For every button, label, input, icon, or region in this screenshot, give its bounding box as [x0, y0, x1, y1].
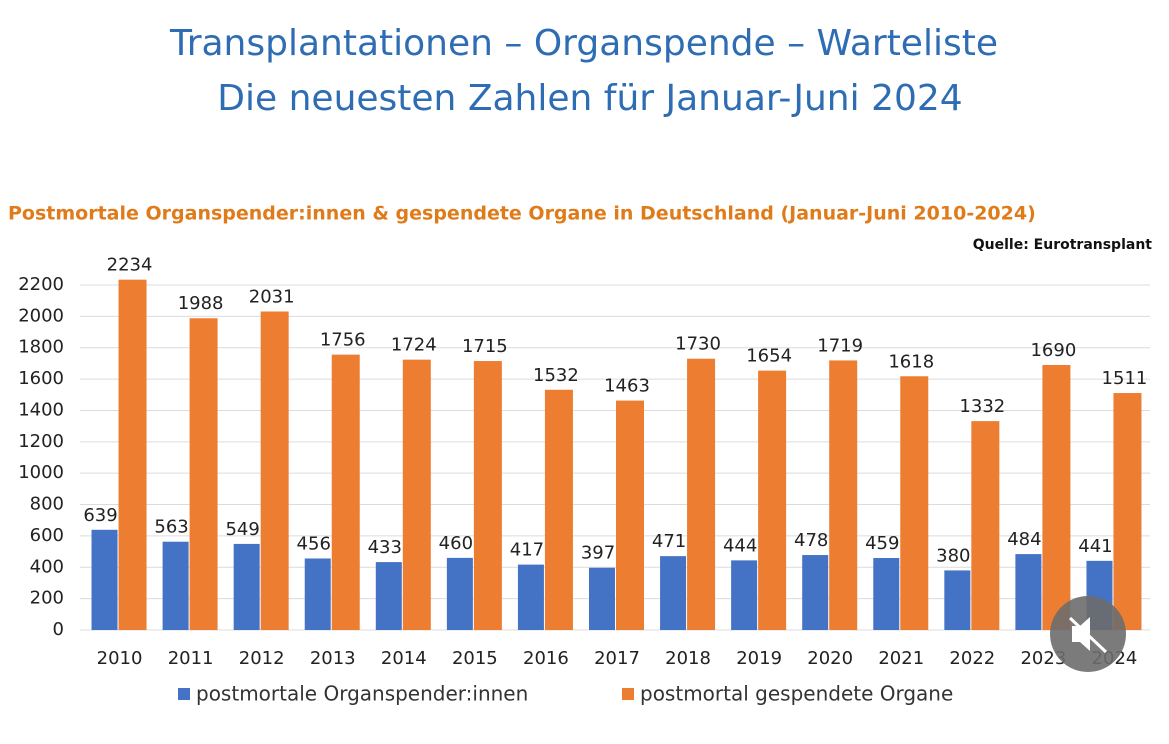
- bar: [473, 361, 502, 630]
- bar: [1015, 554, 1042, 630]
- bar: [873, 558, 900, 630]
- bar: [1042, 364, 1071, 630]
- data-label: 1618: [888, 351, 934, 372]
- data-label: 471: [652, 531, 686, 552]
- data-label: 1988: [178, 293, 224, 314]
- bar: [616, 400, 644, 630]
- data-label: 1730: [675, 334, 721, 355]
- bar: [233, 543, 260, 630]
- data-label: 1715: [462, 336, 508, 357]
- y-tick-label: 1000: [18, 462, 64, 483]
- bar: [331, 354, 360, 630]
- data-label: 397: [581, 543, 615, 564]
- page-subtitle: Die neuesten Zahlen für Januar-Juni 2024: [217, 78, 962, 119]
- bar: [731, 560, 758, 630]
- x-tick-label: 2011: [168, 648, 214, 669]
- data-label: 433: [368, 537, 402, 558]
- bar: [304, 558, 331, 630]
- y-tick-label: 2200: [18, 274, 64, 295]
- x-tick-label: 2017: [594, 648, 640, 669]
- data-label: 549: [225, 519, 259, 540]
- data-label: 1654: [746, 346, 792, 367]
- y-tick-label: 1200: [18, 431, 64, 452]
- chart-title: Postmortale Organspender:innen & gespend…: [8, 203, 1036, 225]
- data-label: 1756: [320, 330, 366, 351]
- x-tick-label: 2016: [523, 648, 569, 669]
- data-label: 2234: [107, 255, 153, 276]
- data-label: 441: [1078, 536, 1112, 557]
- x-tick-label: 2010: [97, 648, 143, 669]
- data-label: 484: [1007, 529, 1041, 550]
- data-label: 563: [154, 517, 188, 538]
- y-tick-label: 1400: [18, 399, 64, 420]
- bar: [971, 421, 1000, 630]
- data-label: 1463: [604, 376, 650, 397]
- legend-label: postmortal gespendete Organe: [640, 682, 953, 706]
- y-tick-label: 2000: [18, 305, 64, 326]
- bar: [375, 562, 402, 630]
- bar: [589, 567, 615, 630]
- bar: [446, 557, 473, 630]
- legend-swatch: [178, 688, 190, 700]
- bar: [687, 358, 716, 630]
- bar: [829, 360, 858, 630]
- y-tick-label: 600: [30, 525, 64, 546]
- mute-slash: [1068, 616, 1108, 654]
- y-tick-label: 200: [30, 588, 64, 609]
- page-title: Transplantationen – Organspende – Wartel…: [169, 23, 998, 64]
- y-tick-label: 0: [53, 619, 64, 640]
- data-label: 2031: [249, 287, 295, 308]
- data-label: 639: [83, 505, 117, 526]
- bar: [402, 359, 431, 630]
- data-label: 1690: [1030, 340, 1076, 361]
- data-label: 380: [936, 545, 970, 566]
- data-label: 456: [297, 533, 331, 554]
- data-label: 459: [865, 533, 899, 554]
- data-label: 1332: [959, 396, 1005, 417]
- bar: [91, 529, 118, 630]
- x-tick-label: 2020: [807, 648, 853, 669]
- x-tick-label: 2014: [381, 648, 427, 669]
- data-label: 1724: [391, 335, 437, 356]
- x-tick-label: 2015: [452, 648, 498, 669]
- legend-label: postmortale Organspender:innen: [196, 682, 528, 706]
- x-tick-label: 2022: [949, 648, 995, 669]
- y-tick-label: 800: [30, 494, 64, 515]
- bar: [1113, 393, 1142, 630]
- data-label: 444: [723, 535, 757, 556]
- bar: [544, 389, 573, 630]
- x-tick-label: 2013: [310, 648, 356, 669]
- legend-swatch: [622, 688, 634, 700]
- bar: [162, 541, 189, 630]
- x-tick-label: 2018: [665, 648, 711, 669]
- data-label: 478: [794, 530, 828, 551]
- y-tick-label: 1600: [18, 368, 64, 389]
- data-label: 417: [510, 540, 544, 561]
- x-tick-label: 2023: [1020, 648, 1066, 669]
- bar: [118, 279, 147, 630]
- bar: [802, 555, 829, 630]
- x-tick-label: 2012: [239, 648, 285, 669]
- data-label: 460: [439, 533, 473, 554]
- data-label: 1511: [1102, 368, 1148, 389]
- data-label: 1532: [533, 365, 579, 386]
- bar: [260, 311, 289, 630]
- bar: [900, 376, 929, 630]
- data-label: 1719: [817, 335, 863, 356]
- bar: [189, 318, 218, 630]
- bar: [660, 556, 687, 630]
- mute-button[interactable]: [1050, 596, 1126, 672]
- x-tick-label: 2019: [736, 648, 782, 669]
- source: Quelle: Eurotransplant: [973, 237, 1153, 253]
- y-tick-label: 1800: [18, 337, 64, 358]
- y-tick-label: 400: [30, 556, 64, 577]
- x-tick-label: 2021: [878, 648, 924, 669]
- speaker-icon: [1072, 617, 1090, 651]
- bar: [758, 370, 787, 630]
- bar: [517, 564, 544, 630]
- bar: [944, 570, 971, 630]
